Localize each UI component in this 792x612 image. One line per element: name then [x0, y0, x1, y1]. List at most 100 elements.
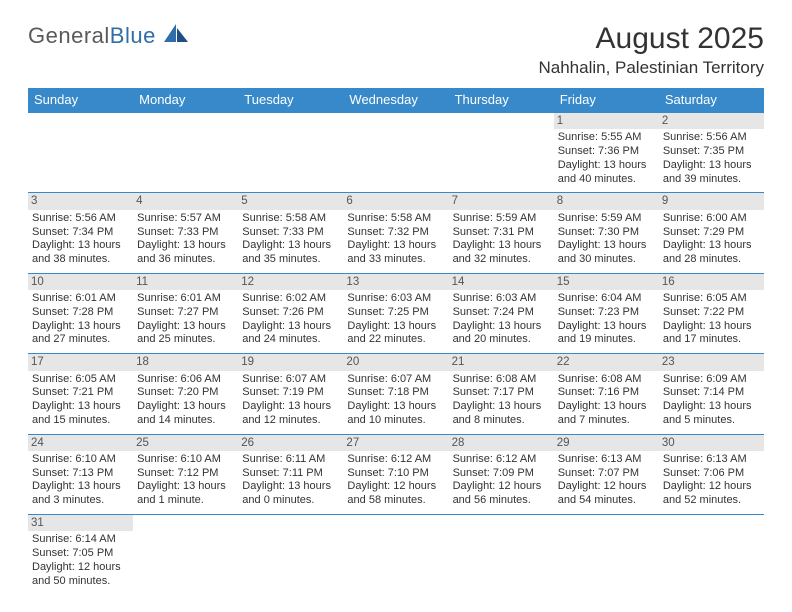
- daylight-text: Daylight: 13 hours and 10 minutes.: [347, 400, 444, 428]
- sunset-text: Sunset: 7:13 PM: [32, 467, 129, 481]
- sunrise-text: Sunrise: 6:14 AM: [32, 533, 129, 547]
- calendar-day-cell: 30Sunrise: 6:13 AMSunset: 7:06 PMDayligh…: [659, 434, 764, 514]
- daylight-text: Daylight: 13 hours and 36 minutes.: [137, 239, 234, 267]
- day-number: 6: [343, 193, 448, 209]
- sunrise-text: Sunrise: 5:59 AM: [453, 212, 550, 226]
- weekday-header: Sunday: [28, 88, 133, 112]
- daylight-text: Daylight: 13 hours and 5 minutes.: [663, 400, 760, 428]
- day-number: 12: [238, 274, 343, 290]
- sunset-text: Sunset: 7:28 PM: [32, 306, 129, 320]
- location-subtitle: Nahhalin, Palestinian Territory: [538, 58, 764, 78]
- weekday-header: Friday: [554, 88, 659, 112]
- sunrise-text: Sunrise: 6:11 AM: [242, 453, 339, 467]
- day-number: 19: [238, 354, 343, 370]
- sunset-text: Sunset: 7:26 PM: [242, 306, 339, 320]
- daylight-text: Daylight: 13 hours and 28 minutes.: [663, 239, 760, 267]
- day-number: 1: [554, 113, 659, 129]
- calendar-week-row: 1Sunrise: 5:55 AMSunset: 7:36 PMDaylight…: [28, 112, 764, 193]
- calendar-day-cell: 27Sunrise: 6:12 AMSunset: 7:10 PMDayligh…: [343, 434, 448, 514]
- sunrise-text: Sunrise: 6:07 AM: [242, 373, 339, 387]
- daylight-text: Daylight: 13 hours and 38 minutes.: [32, 239, 129, 267]
- day-number: 17: [28, 354, 133, 370]
- day-number: 26: [238, 435, 343, 451]
- daylight-text: Daylight: 13 hours and 40 minutes.: [558, 159, 655, 187]
- daylight-text: Daylight: 13 hours and 30 minutes.: [558, 239, 655, 267]
- daylight-text: Daylight: 12 hours and 50 minutes.: [32, 561, 129, 589]
- sunset-text: Sunset: 7:11 PM: [242, 467, 339, 481]
- calendar-day-cell: [449, 514, 554, 594]
- sunrise-text: Sunrise: 6:10 AM: [137, 453, 234, 467]
- sunset-text: Sunset: 7:12 PM: [137, 467, 234, 481]
- day-number: 20: [343, 354, 448, 370]
- daylight-text: Daylight: 13 hours and 14 minutes.: [137, 400, 234, 428]
- sunset-text: Sunset: 7:06 PM: [663, 467, 760, 481]
- sunrise-text: Sunrise: 6:13 AM: [663, 453, 760, 467]
- sunrise-text: Sunrise: 6:05 AM: [32, 373, 129, 387]
- sunrise-text: Sunrise: 6:10 AM: [32, 453, 129, 467]
- daylight-text: Daylight: 13 hours and 27 minutes.: [32, 320, 129, 348]
- daylight-text: Daylight: 13 hours and 12 minutes.: [242, 400, 339, 428]
- daylight-text: Daylight: 13 hours and 24 minutes.: [242, 320, 339, 348]
- day-number: 28: [449, 435, 554, 451]
- calendar-week-row: 31Sunrise: 6:14 AMSunset: 7:05 PMDayligh…: [28, 514, 764, 594]
- day-number: 15: [554, 274, 659, 290]
- sunset-text: Sunset: 7:34 PM: [32, 226, 129, 240]
- daylight-text: Daylight: 13 hours and 22 minutes.: [347, 320, 444, 348]
- sunrise-text: Sunrise: 6:08 AM: [558, 373, 655, 387]
- sunrise-text: Sunrise: 6:07 AM: [347, 373, 444, 387]
- calendar-day-cell: 24Sunrise: 6:10 AMSunset: 7:13 PMDayligh…: [28, 434, 133, 514]
- calendar-day-cell: 8Sunrise: 5:59 AMSunset: 7:30 PMDaylight…: [554, 193, 659, 273]
- brand-name-a: General: [28, 23, 110, 49]
- day-number: 11: [133, 274, 238, 290]
- calendar-day-cell: 23Sunrise: 6:09 AMSunset: 7:14 PMDayligh…: [659, 354, 764, 434]
- sunset-text: Sunset: 7:24 PM: [453, 306, 550, 320]
- sunrise-text: Sunrise: 6:09 AM: [663, 373, 760, 387]
- calendar-day-cell: 15Sunrise: 6:04 AMSunset: 7:23 PMDayligh…: [554, 273, 659, 353]
- calendar-day-cell: 17Sunrise: 6:05 AMSunset: 7:21 PMDayligh…: [28, 354, 133, 434]
- sunset-text: Sunset: 7:20 PM: [137, 386, 234, 400]
- calendar-day-cell: 2Sunrise: 5:56 AMSunset: 7:35 PMDaylight…: [659, 112, 764, 193]
- brand-name-b: Blue: [110, 23, 156, 49]
- sunrise-text: Sunrise: 6:00 AM: [663, 212, 760, 226]
- daylight-text: Daylight: 13 hours and 17 minutes.: [663, 320, 760, 348]
- daylight-text: Daylight: 13 hours and 32 minutes.: [453, 239, 550, 267]
- calendar-day-cell: 3Sunrise: 5:56 AMSunset: 7:34 PMDaylight…: [28, 193, 133, 273]
- sunrise-text: Sunrise: 6:02 AM: [242, 292, 339, 306]
- calendar-day-cell: 13Sunrise: 6:03 AMSunset: 7:25 PMDayligh…: [343, 273, 448, 353]
- sunrise-text: Sunrise: 6:03 AM: [347, 292, 444, 306]
- day-number: 2: [659, 113, 764, 129]
- weekday-header: Thursday: [449, 88, 554, 112]
- calendar-week-row: 17Sunrise: 6:05 AMSunset: 7:21 PMDayligh…: [28, 354, 764, 434]
- calendar-day-cell: [28, 112, 133, 193]
- sunrise-text: Sunrise: 5:57 AM: [137, 212, 234, 226]
- sunset-text: Sunset: 7:29 PM: [663, 226, 760, 240]
- day-number: 29: [554, 435, 659, 451]
- calendar-day-cell: [659, 514, 764, 594]
- sunset-text: Sunset: 7:36 PM: [558, 145, 655, 159]
- calendar-day-cell: 26Sunrise: 6:11 AMSunset: 7:11 PMDayligh…: [238, 434, 343, 514]
- daylight-text: Daylight: 13 hours and 8 minutes.: [453, 400, 550, 428]
- daylight-text: Daylight: 13 hours and 15 minutes.: [32, 400, 129, 428]
- weekday-header-row: Sunday Monday Tuesday Wednesday Thursday…: [28, 88, 764, 112]
- weekday-header: Wednesday: [343, 88, 448, 112]
- daylight-text: Daylight: 13 hours and 35 minutes.: [242, 239, 339, 267]
- daylight-text: Daylight: 12 hours and 56 minutes.: [453, 480, 550, 508]
- sunrise-text: Sunrise: 6:03 AM: [453, 292, 550, 306]
- day-number: 27: [343, 435, 448, 451]
- sunrise-text: Sunrise: 5:59 AM: [558, 212, 655, 226]
- calendar-week-row: 24Sunrise: 6:10 AMSunset: 7:13 PMDayligh…: [28, 434, 764, 514]
- daylight-text: Daylight: 13 hours and 25 minutes.: [137, 320, 234, 348]
- sunrise-text: Sunrise: 6:06 AM: [137, 373, 234, 387]
- sunset-text: Sunset: 7:33 PM: [137, 226, 234, 240]
- calendar-week-row: 10Sunrise: 6:01 AMSunset: 7:28 PMDayligh…: [28, 273, 764, 353]
- calendar-day-cell: 7Sunrise: 5:59 AMSunset: 7:31 PMDaylight…: [449, 193, 554, 273]
- weekday-header: Saturday: [659, 88, 764, 112]
- daylight-text: Daylight: 13 hours and 39 minutes.: [663, 159, 760, 187]
- calendar-day-cell: [343, 112, 448, 193]
- day-number: 14: [449, 274, 554, 290]
- sunset-text: Sunset: 7:16 PM: [558, 386, 655, 400]
- calendar-day-cell: 6Sunrise: 5:58 AMSunset: 7:32 PMDaylight…: [343, 193, 448, 273]
- calendar-day-cell: 12 Sunrise: 6:02 AMSunset: 7:26 PMDayligh…: [238, 273, 343, 353]
- weekday-header: Monday: [133, 88, 238, 112]
- sunrise-text: Sunrise: 6:12 AM: [347, 453, 444, 467]
